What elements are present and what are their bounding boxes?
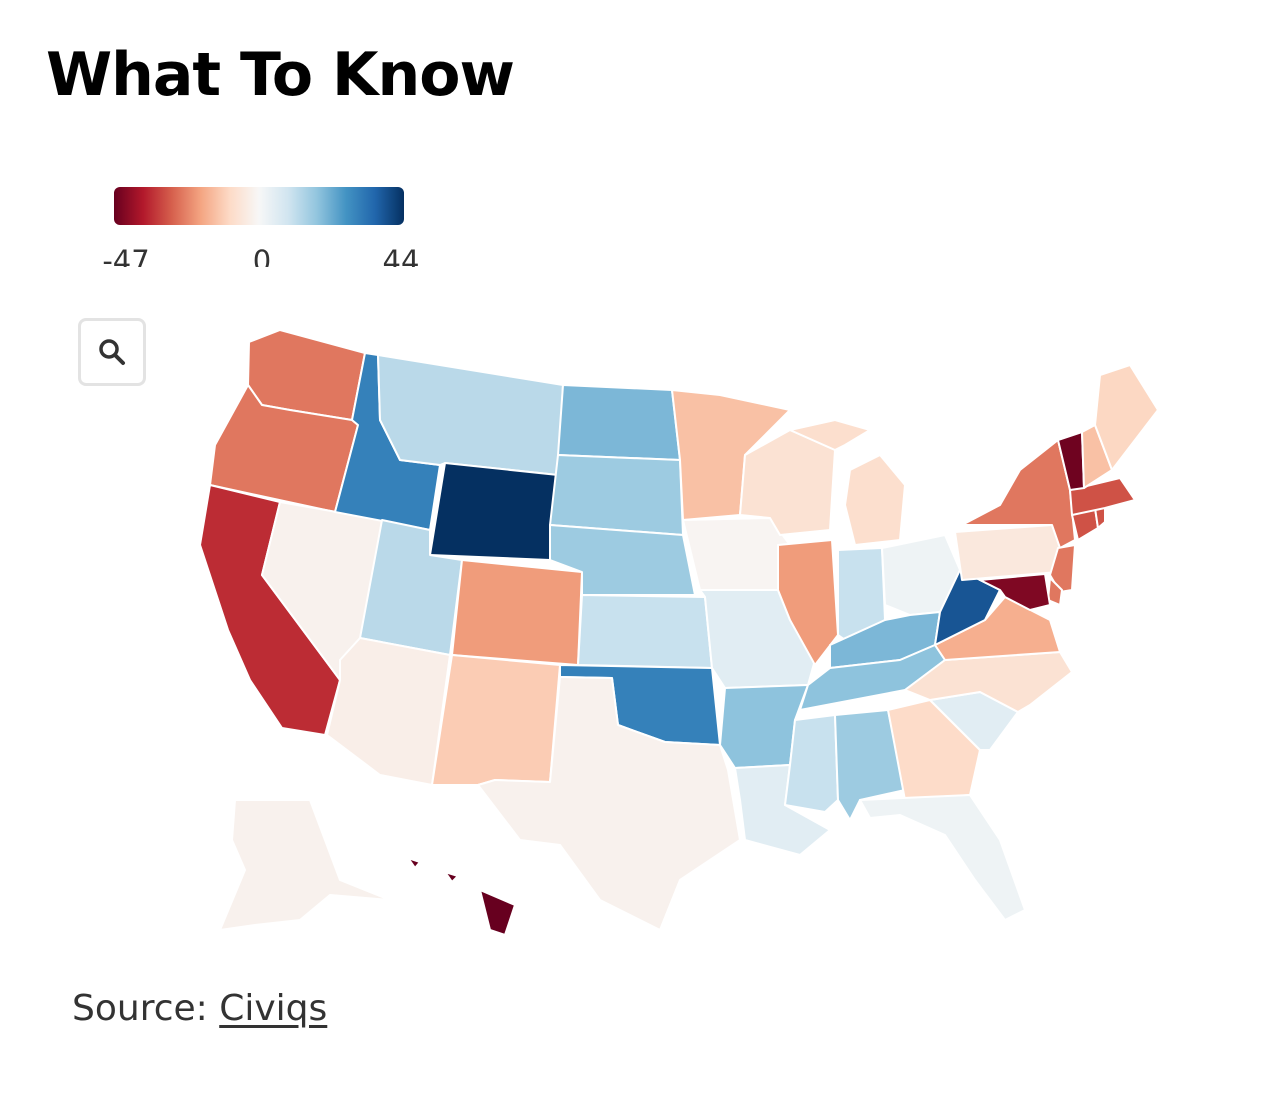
state-mt[interactable] <box>377 354 564 476</box>
state-md[interactable] <box>979 573 1051 611</box>
state-hi[interactable] <box>407 857 516 936</box>
state-ga[interactable] <box>887 699 981 801</box>
legend-gradient-bar <box>114 187 404 225</box>
search-icon <box>99 339 125 365</box>
state-az[interactable] <box>326 637 451 786</box>
state-nm[interactable] <box>431 654 561 786</box>
state-mi[interactable] <box>789 419 906 546</box>
us-state-map[interactable] <box>190 320 1170 950</box>
legend-min-label: -47 <box>102 244 150 267</box>
state-nj[interactable] <box>1049 544 1076 593</box>
state-ms[interactable] <box>784 714 839 813</box>
state-co[interactable] <box>451 559 583 666</box>
state-fl[interactable] <box>859 794 1026 921</box>
state-sd[interactable] <box>549 454 684 536</box>
legend-max-label: 44 <box>382 244 420 267</box>
source-prefix: Source: <box>72 988 220 1029</box>
source-line: Source: Civiqs <box>72 988 327 1029</box>
state-nd[interactable] <box>557 384 681 461</box>
legend-mid-label: 0 <box>252 244 272 267</box>
state-wy[interactable] <box>429 462 559 561</box>
state-me[interactable] <box>1094 364 1159 471</box>
state-ak[interactable] <box>219 799 391 931</box>
state-il[interactable] <box>777 539 839 666</box>
color-legend: -47 0 44 <box>102 187 419 267</box>
state-ks[interactable] <box>577 594 713 669</box>
zoom-button[interactable] <box>78 318 146 386</box>
page-title: What To Know <box>46 40 515 110</box>
state-ia[interactable] <box>682 517 791 591</box>
state-tx[interactable] <box>477 676 741 931</box>
state-pa[interactable] <box>954 524 1066 581</box>
source-link[interactable]: Civiqs <box>219 988 328 1029</box>
